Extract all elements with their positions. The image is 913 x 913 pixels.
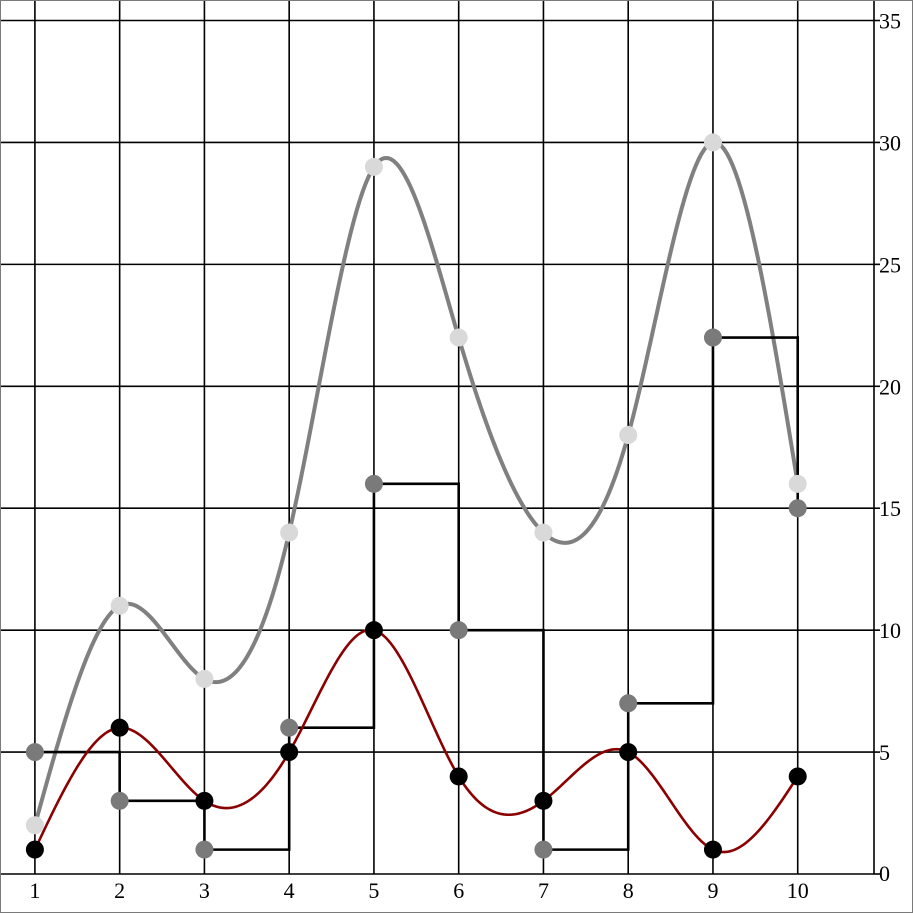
y-tick-label: 5 — [879, 740, 890, 765]
series-2-point — [280, 718, 299, 737]
x-tick-label: 9 — [707, 878, 718, 903]
y-tick-label: 10 — [879, 618, 901, 643]
x-tick-label: 3 — [199, 878, 210, 903]
series-2-point — [449, 621, 468, 640]
series-2-step-line — [34, 336, 800, 851]
series-1-point — [195, 669, 214, 688]
series-3-point — [110, 718, 129, 737]
series-3-point — [703, 840, 722, 859]
series-2-point — [534, 840, 553, 859]
series-3-point — [619, 743, 638, 762]
series-1-point — [449, 328, 468, 347]
y-tick-label: 25 — [879, 252, 901, 277]
series-2-point — [195, 840, 214, 859]
x-tick-label: 6 — [453, 878, 464, 903]
series-1-curve — [32, 140, 800, 828]
series-1-point — [110, 596, 129, 615]
series-1-point — [703, 133, 722, 152]
x-tick-label: 5 — [368, 878, 379, 903]
y-tick-label: 35 — [879, 9, 901, 34]
series-1-point — [25, 816, 44, 835]
series-2-point — [703, 328, 722, 347]
x-tick-label: 7 — [538, 878, 549, 903]
series-2-point — [25, 743, 44, 762]
series-3-curve — [33, 628, 799, 854]
series-3-point — [449, 767, 468, 786]
y-tick-label: 20 — [879, 374, 901, 399]
series-2-point — [110, 791, 129, 810]
series-1-point — [534, 523, 553, 542]
marker-layer — [25, 133, 807, 859]
series-1-point — [364, 157, 383, 176]
x-tick-label: 4 — [284, 878, 295, 903]
label-layer: 1 2 3 4 5 6 7 8 9 10 0 5 10 15 20 25 30 35 — [29, 9, 901, 903]
series-3-point — [788, 767, 807, 786]
y-tick-label: 30 — [879, 130, 901, 155]
series-3-point — [364, 621, 383, 640]
series-1-point — [788, 474, 807, 493]
series-3-point — [534, 791, 553, 810]
series-layer — [32, 140, 800, 854]
x-tick-label: 2 — [114, 878, 125, 903]
series-1-point — [280, 523, 299, 542]
y-tick-label: 15 — [879, 496, 901, 521]
x-tick-label: 1 — [29, 878, 40, 903]
series-2-point — [619, 694, 638, 713]
y-tick-label: 0 — [879, 861, 890, 886]
series-3-point — [280, 743, 299, 762]
series-3-point — [195, 791, 214, 810]
grid-layer — [1, 1, 880, 875]
series-1-point — [619, 426, 638, 445]
x-tick-label: 10 — [787, 878, 809, 903]
x-tick-label: 8 — [623, 878, 634, 903]
series-2-point — [788, 499, 807, 518]
series-3-point — [25, 840, 44, 859]
series-2-point — [364, 474, 383, 493]
